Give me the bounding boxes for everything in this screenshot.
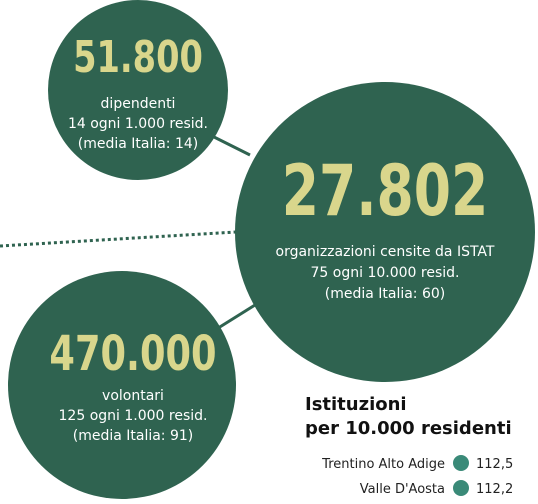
stat-text: (media Italia: 60) [325,286,446,302]
stat-text: (media Italia: 14) [78,136,199,152]
legend-value: 112,5 [476,457,513,472]
legend-name: Valle D'Aosta [360,482,445,497]
stat-value: 27.802 [282,151,489,232]
connector [214,303,256,332]
stat-value: 470.000 [49,326,216,382]
stat-text: 75 ogni 10.000 resid. [311,265,460,281]
legend-dot [453,480,469,496]
stat-text: organizzazioni censite da ISTAT [276,244,495,260]
stat-value: 51.800 [73,31,203,83]
stat-text: dipendenti [101,96,176,112]
dotted-connector [0,230,237,248]
legend-name: Trentino Alto Adige [321,457,445,472]
circle [235,82,535,382]
legend-value: 112,2 [476,482,513,497]
circle [48,0,228,180]
stat-text: 14 ogni 1.000 resid. [68,116,208,132]
circle [8,271,236,499]
legend-dot [453,455,469,471]
stat-text: volontari [102,388,164,404]
stat-text: 125 ogni 1.000 resid. [59,408,208,424]
legend-title: Istituzioni [305,394,407,415]
stat-text: (media Italia: 91) [73,428,194,444]
legend-title: per 10.000 residenti [305,418,512,439]
connector [209,133,251,157]
